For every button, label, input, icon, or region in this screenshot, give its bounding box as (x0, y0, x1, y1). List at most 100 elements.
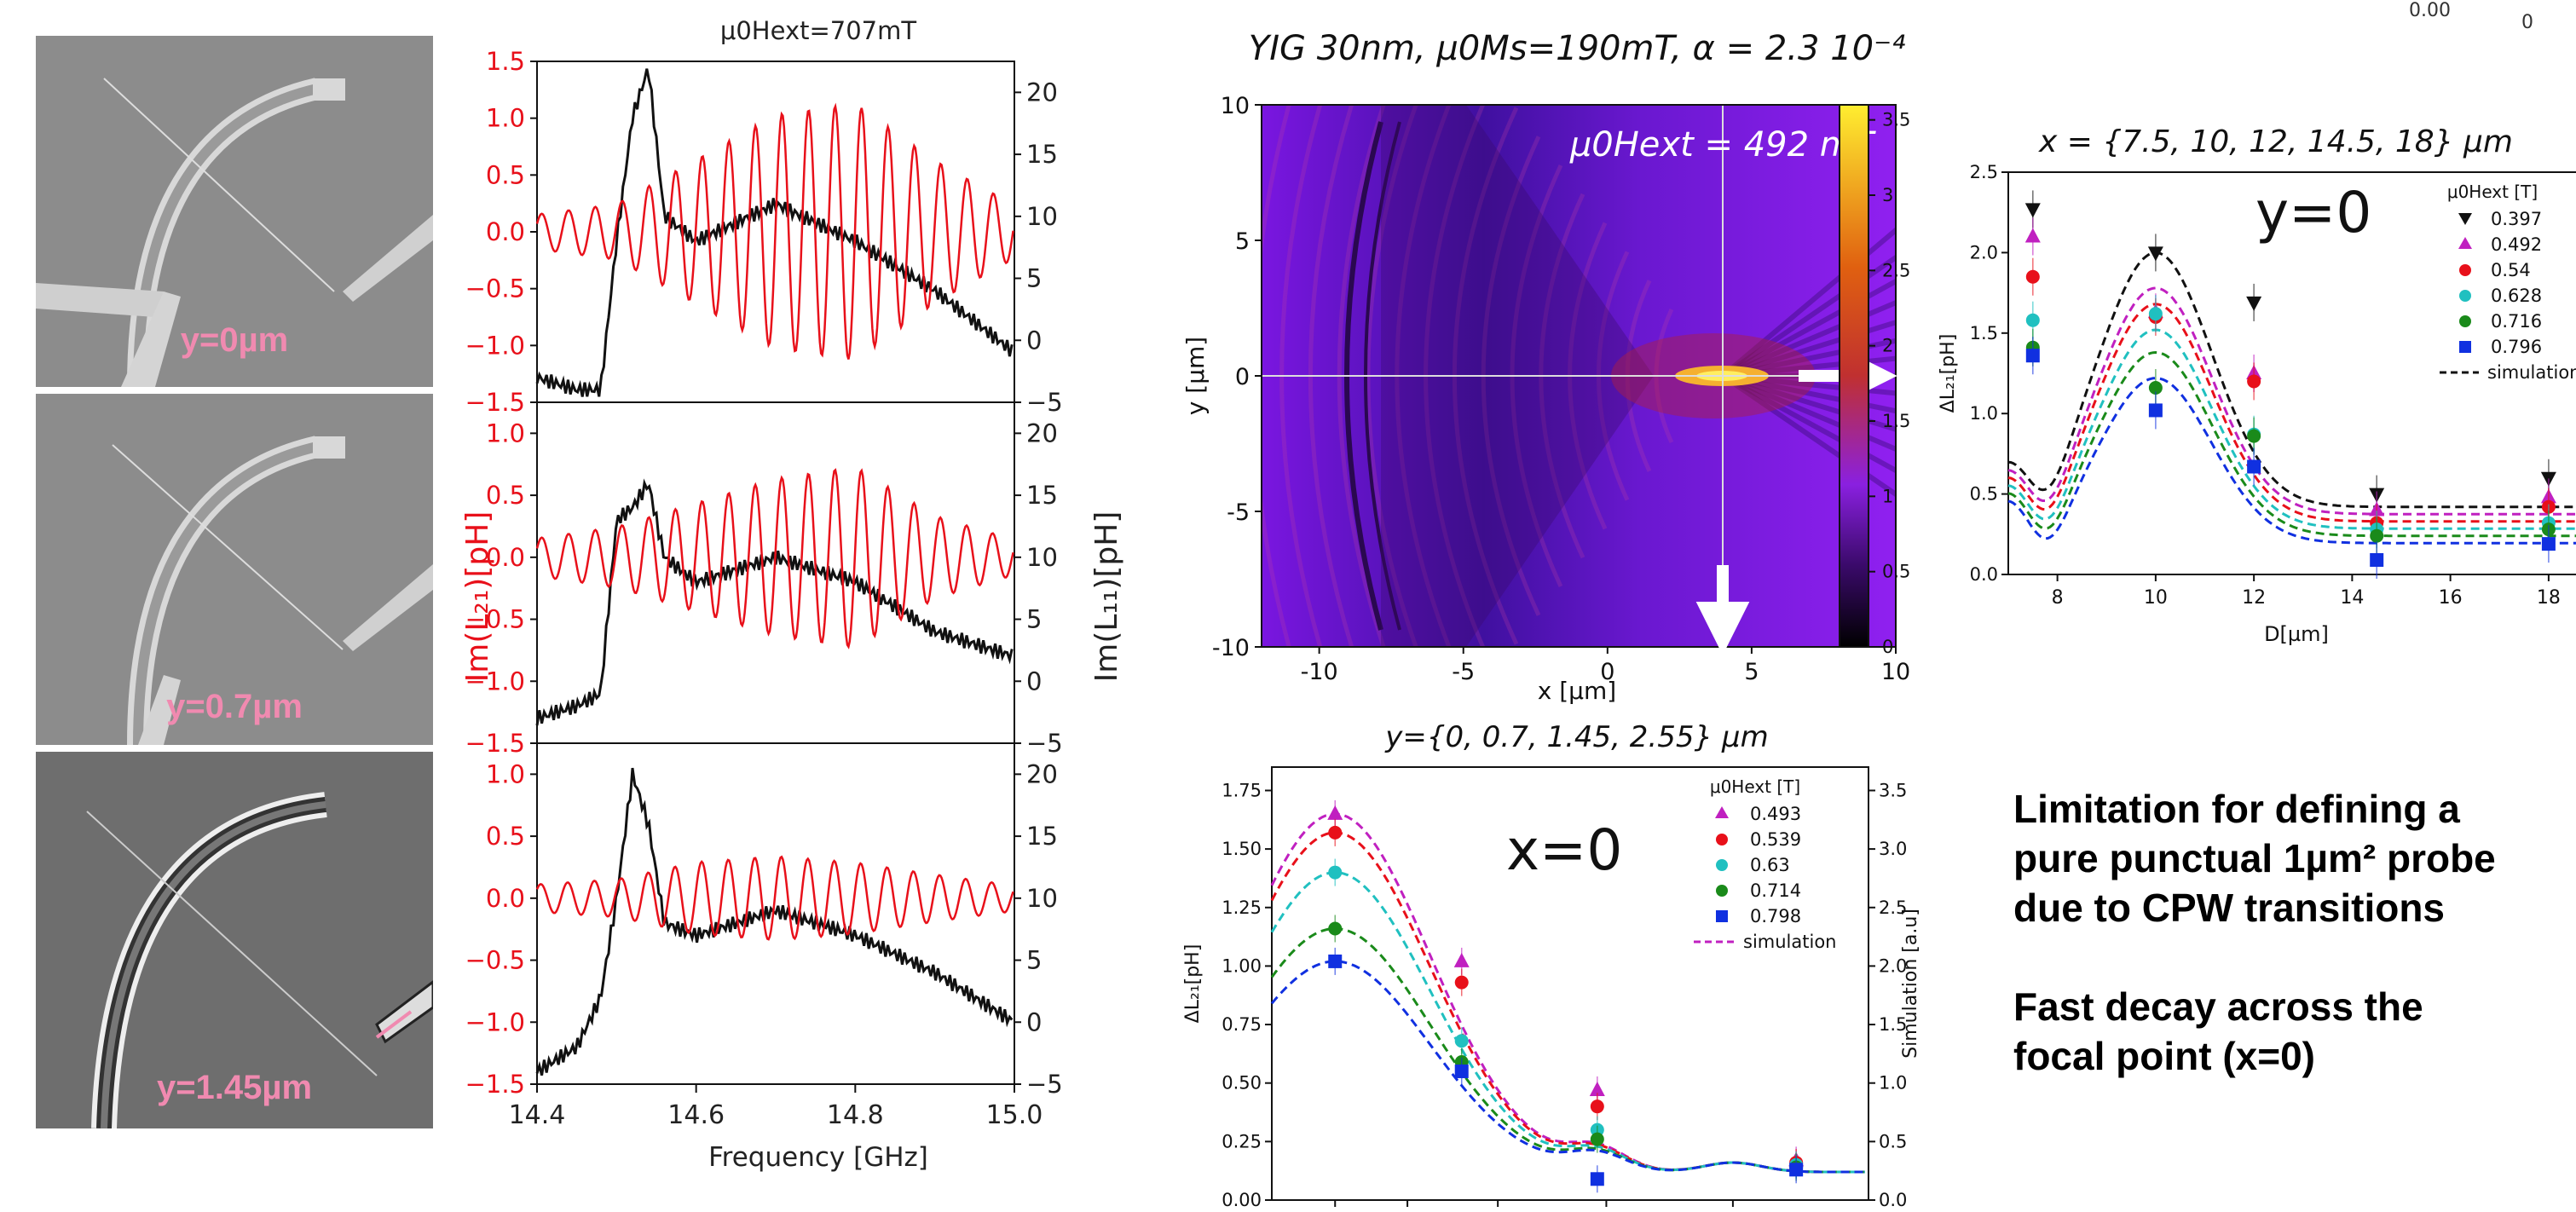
right-tick-label: 20 (1026, 78, 1058, 107)
left-tick-label: 1.0 (486, 418, 525, 447)
right-tick-label: 15 (1026, 822, 1058, 851)
right-tick-label: 10 (1026, 884, 1058, 913)
notes: Limitation for defining a pure punctual … (2013, 784, 2567, 1081)
legend-marker (1716, 885, 1728, 897)
legend-marker (1716, 834, 1728, 846)
data-point (2025, 313, 2040, 327)
ray (1722, 320, 1896, 378)
y-tick-label: -5 (1227, 499, 1250, 526)
l21-series-line (535, 468, 1014, 649)
legend-label: 0.796 (2491, 337, 2542, 357)
right-tick-label: −5 (1026, 388, 1063, 417)
ray (1721, 373, 1896, 474)
arrow-icon (375, 1010, 413, 1039)
ray (1722, 355, 1896, 378)
colorbar-tick-label: 1.5 (1882, 411, 1910, 431)
y-tick-label: 2.0 (1970, 242, 1998, 263)
colorbar-tick-label: 1 (1882, 486, 1893, 506)
y-tick-label: 0.25 (1222, 1131, 1262, 1151)
left-tick-label: −0.5 (465, 946, 525, 975)
right-tick-label: 10 (1026, 543, 1058, 572)
legend-label: simulation (1743, 932, 1836, 952)
legend-title: μ0Hext [T] (1710, 776, 1800, 797)
y-tick-label: 1.5 (1970, 323, 1998, 343)
legend-marker (1715, 806, 1729, 818)
dchart-frame (2007, 171, 2576, 575)
sem-image-y145: y=1.45µm (36, 752, 433, 1128)
left-tick-label: 0.5 (486, 822, 525, 851)
colorbar-tick-label: 3 (1882, 185, 1893, 205)
x-tick-label: 5 (1744, 659, 1759, 685)
sem-waveguide-drawing (36, 752, 433, 1128)
data-point (1454, 1064, 1469, 1078)
spectra-xlabel: Frequency [GHz] (708, 1142, 928, 1173)
spectra-ylabel-left: Im(L₂₁)[pH] (460, 511, 495, 683)
sem-label: y=1.45µm (156, 1069, 313, 1106)
ychart-title: y={0, 0.7, 1.45, 2.55} µm (1384, 720, 1768, 754)
right-tick-label: 0.0 (1879, 1190, 1907, 1210)
dchart: x = {7.5, 10, 12, 14.5, 18} µm 8 10 12 14 16… (1938, 124, 2576, 646)
ray (1722, 338, 1896, 378)
note-line: due to CPW transitions (2013, 886, 2445, 930)
x-tick-label: 18 (2537, 587, 2561, 609)
legend-label: 0.539 (1750, 829, 1801, 850)
legend-marker (2459, 264, 2471, 276)
data-point (1328, 954, 1343, 968)
legend-label: 0.716 (2491, 311, 2542, 332)
dchart-title: x = {7.5, 10, 12, 14.5, 18} µm (2038, 124, 2513, 159)
y-tick-label: 0.75 (1222, 1014, 1262, 1035)
simulation-curve (1270, 831, 1865, 1174)
y-tick-label: 1.0 (1970, 403, 1998, 424)
x-tick-label: 12 (2242, 587, 2266, 609)
x-tick-label: -10 (1301, 659, 1338, 685)
ray (1722, 373, 1896, 432)
data-point (1328, 921, 1343, 936)
colorbar-tick-label: 3.5 (1882, 110, 1910, 130)
spectra-panel-frame (536, 742, 1015, 1085)
colorbar-tick-label: 0 (1882, 637, 1893, 657)
ychart-ylabel: ΔL₂₁[pH] (1182, 944, 1204, 1024)
right-tick-label: 15 (1026, 481, 1058, 510)
y-tick-label: 0.00 (1222, 1190, 1262, 1210)
legend-marker (2458, 237, 2472, 249)
left-tick-label: −1.5 (465, 388, 525, 417)
legend-label: 0.798 (1750, 906, 1801, 926)
legend-label: simulation (2487, 362, 2576, 383)
note-line: Limitation for defining a (2013, 787, 2460, 831)
sem-waveguide-drawing (36, 394, 433, 745)
legend-marker (2459, 341, 2471, 353)
right-tick-label: 0 (1026, 667, 1042, 695)
data-point (1590, 1172, 1604, 1186)
right-tick-label: 0 (1026, 1007, 1042, 1036)
l11-series-line (535, 767, 1014, 1076)
left-tick-label: 1.0 (486, 104, 525, 133)
data-point (1789, 1163, 1804, 1177)
corner-tick-a: 0.00 (2409, 0, 2451, 21)
ray (1721, 227, 1896, 378)
x-tick-label: 10 (2144, 587, 2168, 609)
data-point (2025, 349, 2040, 363)
legend-marker (1716, 910, 1728, 922)
right-tick-label: 20 (1026, 759, 1058, 788)
data-point (2148, 403, 2163, 418)
data-point (2148, 307, 2163, 321)
l21-series-line (535, 102, 1014, 360)
ray (1722, 373, 1896, 414)
y-tick-label: 1.75 (1222, 780, 1262, 800)
heatmap-title: YIG 30nm, μ0Ms=190mT, α = 2.3 10⁻⁴ (1249, 29, 1905, 68)
legend-marker (2459, 315, 2471, 327)
ychart-big-label: x=0 (1506, 817, 1622, 883)
x-tick-label: 14.6 (667, 1100, 725, 1130)
x-tick-label: 0 (1600, 659, 1614, 685)
note-line: Fast decay across the (2013, 984, 2423, 1029)
left-tick-label: −1.5 (465, 729, 525, 758)
colorbar-tick-label: 2.5 (1882, 260, 1910, 280)
left-tick-label: −1.0 (465, 331, 525, 360)
x-tick-label: 15.0 (986, 1100, 1043, 1130)
ychart-ylabel-right: Simulation [a.u] (1900, 909, 1921, 1059)
data-point (2025, 269, 2040, 284)
data-point (1328, 825, 1343, 840)
colorbar (1839, 104, 1869, 648)
data-point (1328, 865, 1343, 880)
data-point (2541, 537, 2556, 551)
